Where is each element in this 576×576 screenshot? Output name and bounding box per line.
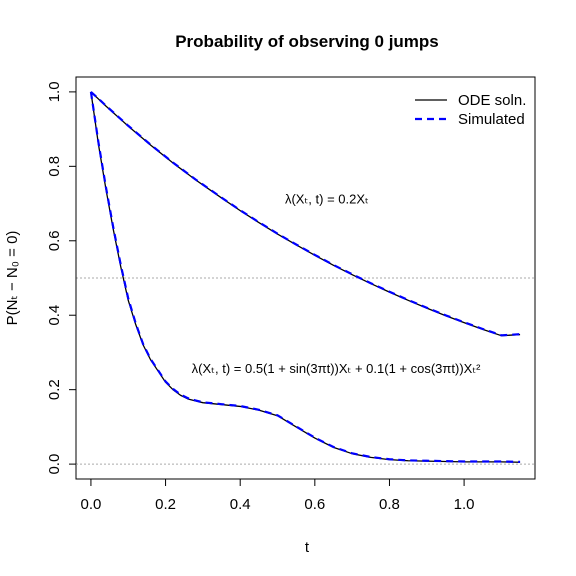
x-tick-label: 0.8 [379,496,400,513]
y-tick-label: 0.8 [46,156,63,177]
y-tick-label: 0.6 [46,230,63,251]
legend-label: ODE soln. [458,92,526,109]
x-tick-label: 1.0 [454,496,475,513]
legend-label: Simulated [458,111,525,128]
chart-title: Probability of observing 0 jumps [175,32,439,51]
x-tick-label: 0.2 [155,496,176,513]
annotation-label: λ(Xₜ, t) = 0.2Xₜ [285,192,369,207]
series-line-odesoln-0 [90,91,521,337]
reference-lines [76,277,535,465]
y-tick-label: 1.0 [46,81,63,102]
y-axis: 0.0 0.2 0.4 0.6 0.8 1.0 [46,81,77,475]
annotation-label: λ(Xₜ, t) = 0.5(1 + sin(3πt))Xₜ + 0.1(1 +… [192,361,481,376]
x-tick-label: 0.0 [80,496,101,513]
legend: ODE soln. Simulated [415,92,526,128]
x-tick-label: 0.4 [230,496,251,513]
x-axis: 0.0 0.2 0.4 0.6 0.8 1.0 [80,478,475,513]
annotations: λ(Xₜ, t) = 0.2Xₜ λ(Xₜ, t) = 0.5(1 + sin(3… [192,192,481,376]
series-lines [89,91,521,463]
y-tick-label: 0.0 [46,454,63,475]
series-line-simulated-0 [90,91,521,337]
y-tick-label: 0.2 [46,379,63,400]
x-axis-label: t [305,539,310,556]
x-tick-label: 0.6 [304,496,325,513]
y-tick-label: 0.4 [46,305,63,326]
y-axis-label: P(Nₜ − N₀ = 0) [4,231,21,326]
series-line-simulated-1 [89,91,521,463]
